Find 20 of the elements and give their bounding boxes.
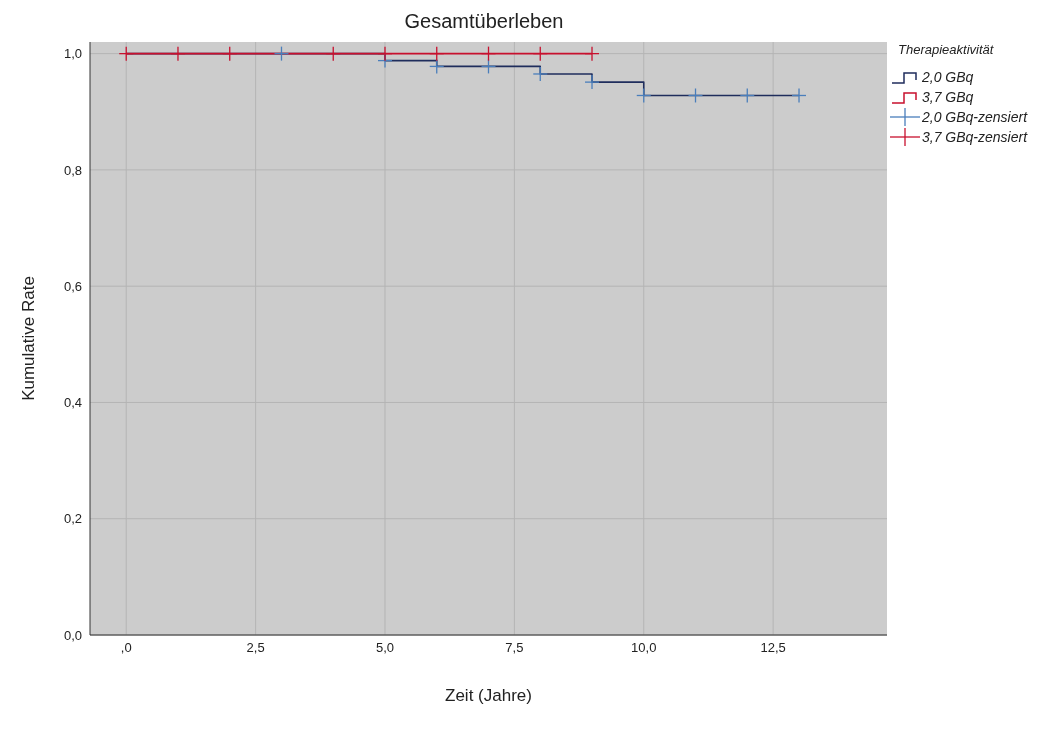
legend-label: 3,7 GBq [922, 89, 974, 105]
x-tick-label: 10,0 [631, 640, 657, 656]
x-tick-label: ,0 [120, 640, 132, 656]
x-tick-label: 7,5 [505, 640, 524, 656]
legend-label: 2,0 GBq-zensiert [922, 109, 1028, 125]
x-tick-label: 2,5 [246, 640, 265, 656]
y-tick-label: 0,8 [63, 162, 82, 178]
y-tick-label: 1,0 [63, 46, 82, 62]
legend-label: 3,7 GBq-zensiert [922, 129, 1028, 145]
y-axis-title: Kumulative Rate [19, 276, 39, 401]
x-tick-label: 5,0 [375, 640, 395, 656]
y-tick-label: 0,6 [63, 278, 82, 294]
legend-label: 2,0 GBq [922, 69, 974, 85]
chart-title: Gesamtüberleben [403, 10, 565, 33]
y-tick-label: 0,0 [63, 627, 82, 643]
x-axis-title: Zeit (Jahre) [445, 686, 532, 705]
x-tick-label: 12,5 [760, 640, 786, 656]
y-tick-label: 0,4 [63, 395, 82, 411]
legend-title: Therapieaktivität [898, 42, 995, 57]
y-tick-label: 0,2 [63, 511, 82, 527]
